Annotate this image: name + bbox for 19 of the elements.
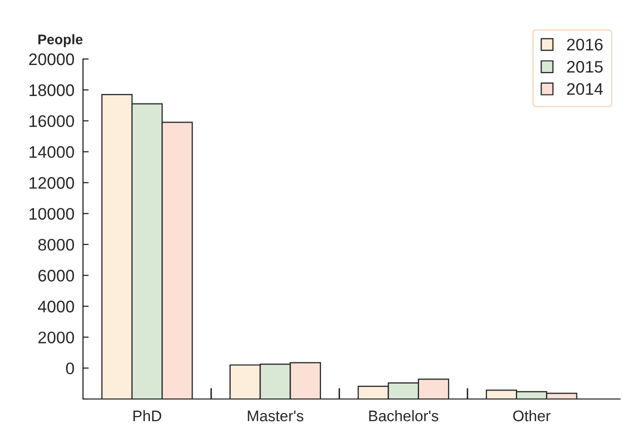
x-tick-label: Master's (248, 410, 304, 422)
y-tick-label: 4000 (38, 300, 74, 312)
legend-label: 2014 (567, 83, 603, 95)
y-tick-label: 8000 (38, 238, 74, 251)
y-tick-label: 14000 (30, 146, 74, 158)
x-tick-label: Bachelor's (369, 410, 438, 422)
y-tick-label: 16000 (30, 115, 74, 128)
y-tick-label: 10000 (30, 208, 74, 220)
legend-label: 2016 (567, 38, 603, 51)
legend-label: 2015 (567, 60, 603, 73)
y-tick-label: 2000 (38, 332, 74, 344)
y-tick-label: 20000 (29, 53, 74, 66)
x-tick-label: Other (513, 410, 550, 422)
y-tick-label: 18000 (30, 84, 74, 96)
y-tick-label: 6000 (38, 270, 74, 282)
y-tick-label: 0 (66, 362, 74, 374)
y-axis-title: People (38, 34, 83, 48)
x-tick-label: PhD (133, 410, 162, 422)
y-tick-label: 12000 (30, 177, 74, 189)
